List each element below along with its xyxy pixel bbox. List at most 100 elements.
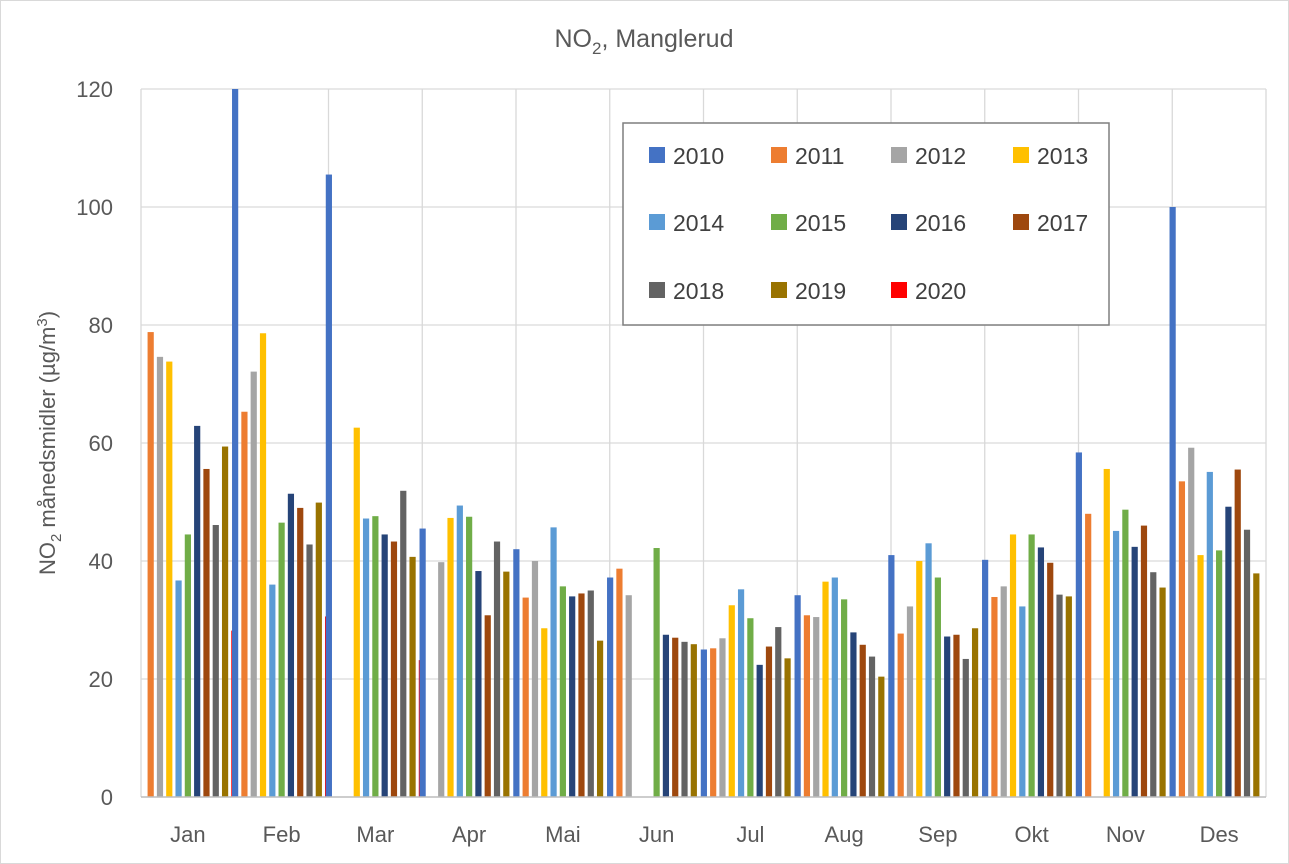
- bar-2010-Mar: [325, 174, 332, 798]
- bar-2015-Jul: [747, 618, 754, 797]
- legend-swatch-2018: [649, 282, 665, 298]
- bar-2012-Jul: [719, 638, 726, 797]
- bar-2010-Feb: [232, 89, 239, 797]
- x-tick-label: Sep: [918, 822, 957, 847]
- bar-2015-Nov: [1122, 509, 1129, 797]
- bar-2017-Feb: [297, 507, 304, 797]
- bar-2018-Des: [1243, 529, 1251, 797]
- legend: 2010 2011 2012 2013 2014 2015 2016 2017 2018 2019…: [622, 122, 1110, 326]
- legend-label-2012: 2012: [915, 143, 966, 169]
- bar-2019-Jan: [221, 446, 229, 797]
- y-axis-label-main: NO: [35, 542, 60, 575]
- x-tick-label: Jul: [736, 822, 764, 847]
- bar-2014-Des: [1206, 471, 1213, 797]
- bar-2015-Mai: [559, 586, 566, 797]
- bar-2014-Aug: [831, 577, 838, 797]
- bar-2016-Aug: [850, 632, 857, 797]
- bar-2019-Feb: [315, 502, 322, 797]
- bar-2016-Apr: [475, 571, 482, 797]
- bar-2012-Sep: [906, 606, 914, 797]
- bar-2013-Feb: [259, 333, 267, 797]
- legend-swatch-2016: [891, 214, 907, 230]
- bar-2013-Apr: [447, 517, 454, 797]
- bar-2016-Des: [1225, 506, 1232, 797]
- bar-2011-Nov: [1085, 513, 1092, 797]
- bar-2013-Nov: [1103, 468, 1110, 797]
- legend-swatch-2017: [1013, 214, 1029, 230]
- chart-title-subscript: 2: [592, 39, 601, 58]
- bar-2018-Mar: [400, 490, 407, 797]
- bar-2011-Jul: [710, 648, 717, 797]
- bars: [147, 89, 1260, 798]
- bar-2013-Okt: [1009, 534, 1017, 797]
- bar-2014-Apr: [456, 505, 463, 797]
- bar-2011-Jan: [147, 332, 154, 797]
- bar-2011-Des: [1178, 481, 1186, 797]
- bar-2015-Jan: [184, 534, 191, 797]
- bar-2015-Jun: [653, 548, 660, 797]
- bar-2017-Nov: [1140, 525, 1148, 797]
- bar-2014-Sep: [925, 543, 932, 797]
- legend-label-2018: 2018: [673, 278, 724, 304]
- bar-2013-Sep: [916, 561, 923, 797]
- y-axis-label-end: ): [35, 311, 60, 318]
- bar-2019-Mai: [596, 640, 604, 797]
- bar-2010-Okt: [982, 559, 989, 797]
- x-tick-label: Des: [1200, 822, 1239, 847]
- y-tick-label: 100: [76, 195, 113, 220]
- bar-2015-Okt: [1028, 534, 1035, 797]
- bar-2014-Mar: [362, 518, 370, 797]
- bar-2015-Feb: [278, 522, 285, 797]
- bar-2017-Apr: [484, 615, 491, 797]
- y-tick-label: 80: [89, 313, 113, 338]
- bar-2013-Mai: [541, 628, 548, 797]
- y-axis-label-middle: månedsmidler (µg/m: [35, 327, 60, 534]
- bar-2017-Jun: [672, 637, 679, 797]
- x-tick-label: Jun: [639, 822, 674, 847]
- bar-2019-Jul: [784, 658, 791, 797]
- bar-2010-Apr: [419, 528, 426, 797]
- bar-2014-Feb: [269, 584, 276, 797]
- legend-swatch-2013: [1013, 147, 1029, 163]
- bar-2018-Feb: [306, 544, 313, 797]
- bar-2016-Sep: [944, 636, 951, 797]
- bar-2016-Jul: [756, 664, 763, 797]
- bar-2014-Nov: [1112, 530, 1120, 797]
- legend-label-2019: 2019: [795, 278, 846, 304]
- bar-2018-Okt: [1056, 594, 1063, 797]
- bar-2019-Nov: [1159, 587, 1166, 797]
- bar-2016-Mar: [381, 534, 388, 797]
- bar-2018-Jun: [681, 641, 688, 797]
- bar-2019-Des: [1253, 573, 1260, 797]
- bar-2018-Sep: [962, 658, 969, 797]
- bar-2017-Jul: [765, 646, 773, 797]
- bar-2010-Jul: [700, 649, 707, 797]
- bar-2010-Mai: [513, 549, 520, 797]
- bar-2018-Jan: [212, 525, 219, 797]
- x-tick-label: Okt: [1015, 822, 1049, 847]
- bar-2010-Jun: [607, 577, 614, 797]
- bar-2018-Aug: [868, 656, 876, 797]
- bar-2014-Mai: [550, 527, 557, 797]
- bar-2017-Mar: [390, 541, 398, 797]
- bar-2019-Jun: [690, 644, 697, 797]
- bar-2014-Jan: [175, 580, 182, 797]
- bar-2019-Sep: [971, 628, 979, 797]
- bar-2016-Jun: [662, 634, 670, 797]
- y-tick-label: 120: [76, 77, 113, 102]
- legend-label-2013: 2013: [1037, 143, 1088, 169]
- bar-2018-Jul: [775, 627, 782, 797]
- bar-2019-Apr: [503, 571, 510, 797]
- y-axis-label-subscript: 2: [48, 534, 65, 542]
- chart-title-main: NO: [555, 25, 593, 53]
- legend-label-2015: 2015: [795, 210, 846, 236]
- bar-2012-Des: [1188, 447, 1195, 797]
- x-tick-label: Mai: [545, 822, 580, 847]
- bar-2012-Apr: [438, 562, 445, 797]
- legend-label-2010: 2010: [673, 143, 724, 169]
- bar-2012-Jun: [625, 595, 632, 797]
- bar-2014-Okt: [1019, 606, 1026, 797]
- bar-2012-Feb: [250, 371, 257, 797]
- bar-2017-Okt: [1047, 562, 1054, 797]
